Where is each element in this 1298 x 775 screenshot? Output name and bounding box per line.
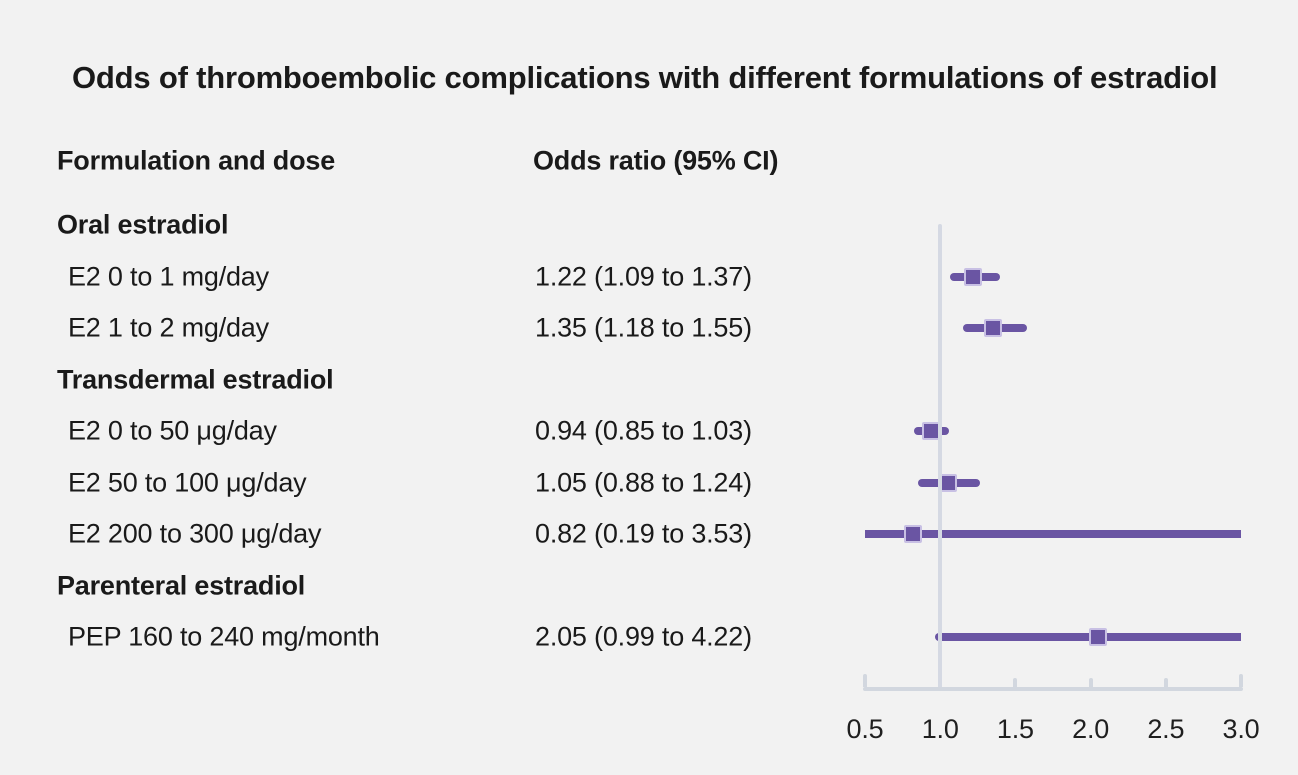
x-axis-line (863, 687, 1243, 691)
row-odds-value: 0.94 (0.85 to 1.03) (535, 415, 752, 446)
group-label: Transdermal estradiol (57, 364, 334, 395)
x-tick (1239, 674, 1243, 687)
point-marker (983, 319, 1002, 337)
x-tick (1013, 678, 1018, 687)
x-tick-label: 2.0 (1072, 714, 1110, 744)
point-marker (904, 525, 923, 543)
row-odds-value: 0.82 (0.19 to 3.53) (535, 518, 752, 549)
chart-title: Odds of thromboembolic complications wit… (72, 60, 1218, 95)
row-label: E2 200 to 300 μg/day (68, 518, 322, 549)
x-tick (1088, 678, 1093, 687)
ci-line (934, 633, 1241, 641)
x-tick-label: 0.5 (846, 714, 884, 744)
row-label: E2 0 to 50 μg/day (68, 415, 277, 446)
row-label: PEP 160 to 240 mg/month (68, 621, 380, 652)
group-label: Oral estradiol (57, 209, 229, 240)
x-tick-label: 1.5 (996, 714, 1034, 744)
row-odds-value: 1.35 (1.18 to 1.55) (535, 312, 752, 343)
row-label: E2 1 to 2 mg/day (68, 312, 269, 343)
row-label: E2 50 to 100 μg/day (68, 467, 307, 498)
column-header-odds-ratio: Odds ratio (95% CI) (533, 145, 779, 176)
x-tick-label: 2.5 (1147, 714, 1185, 744)
x-tick (1163, 678, 1168, 687)
row-odds-value: 1.22 (1.09 to 1.37) (535, 261, 752, 292)
point-marker (964, 268, 983, 286)
row-label: E2 0 to 1 mg/day (68, 261, 269, 292)
ci-line (865, 530, 1241, 538)
row-odds-value: 2.05 (0.99 to 4.22) (535, 621, 752, 652)
group-label: Parenteral estradiol (57, 570, 306, 601)
column-header-formulation: Formulation and dose (57, 145, 336, 176)
x-tick (863, 674, 867, 687)
x-tick-label: 3.0 (1222, 714, 1260, 744)
point-marker (1089, 628, 1108, 646)
reference-line (938, 224, 943, 691)
x-tick-label: 1.0 (921, 714, 959, 744)
row-odds-value: 1.05 (0.88 to 1.24) (535, 467, 752, 498)
